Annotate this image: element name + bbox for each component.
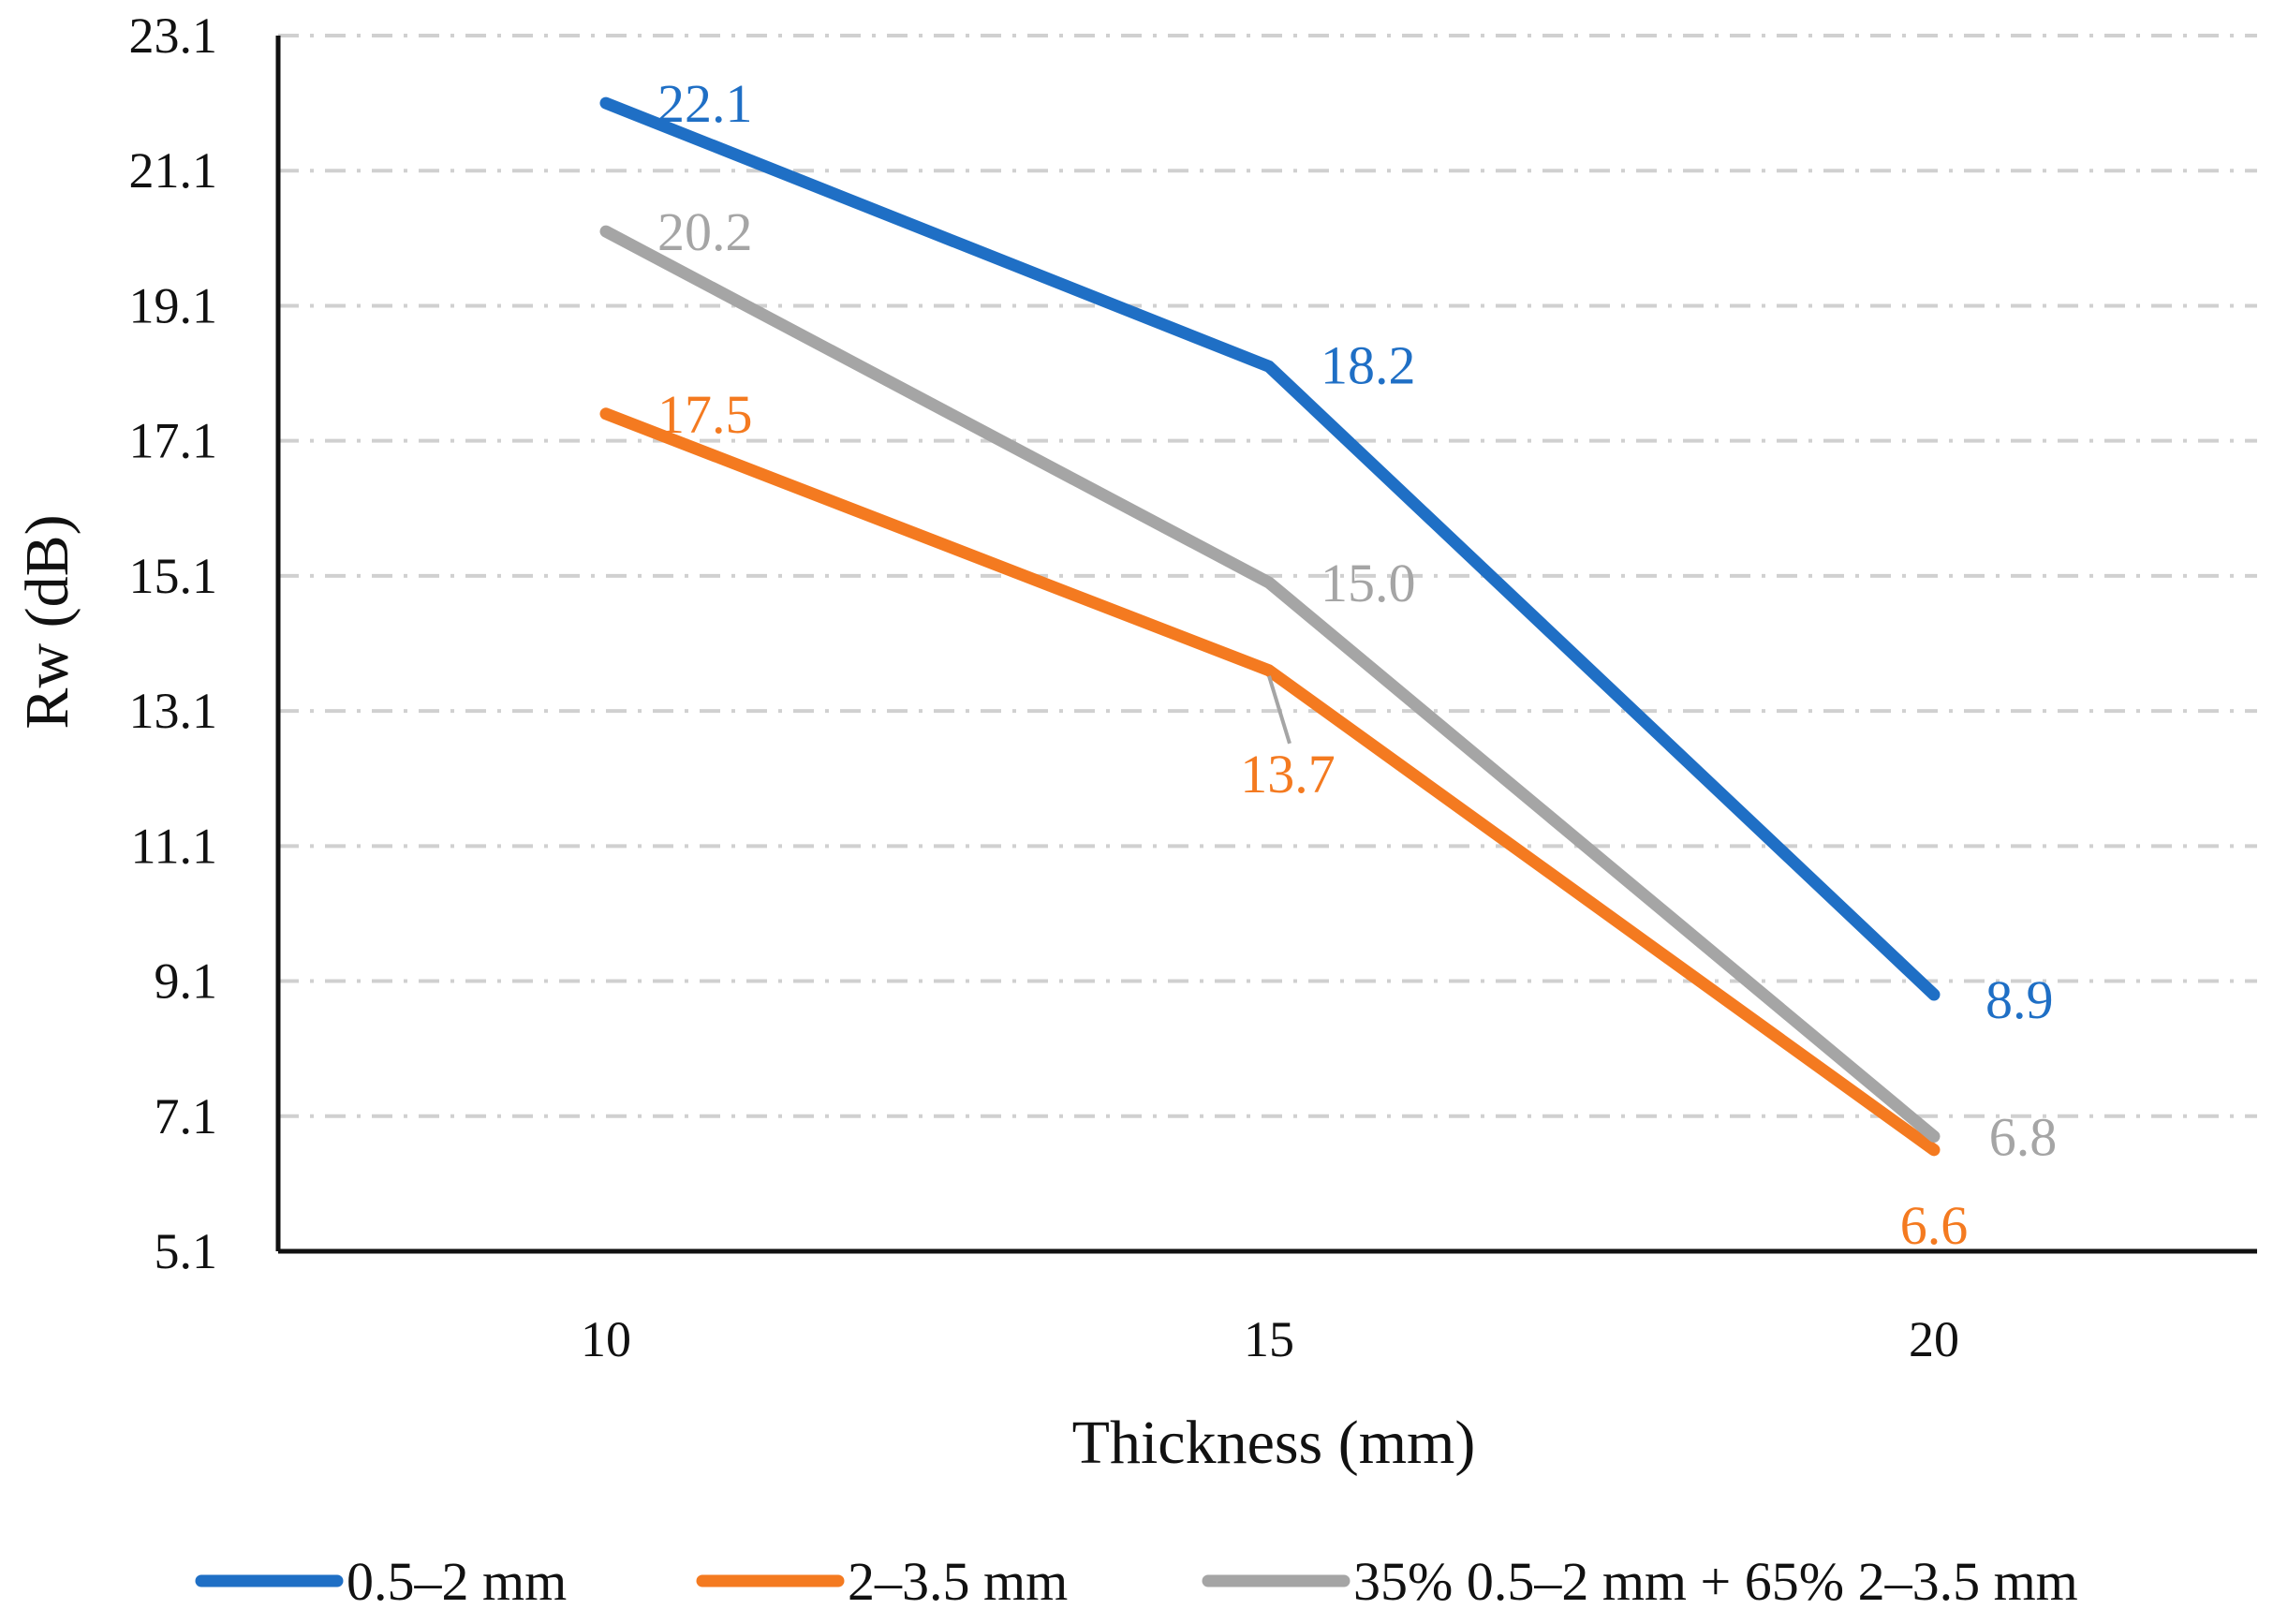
y-tick-label: 23.1 (129, 7, 218, 64)
series-lines (599, 96, 1941, 1157)
data-label: 13.7 (1240, 744, 1336, 805)
data-label: 6.8 (1989, 1106, 2058, 1167)
y-tick-label: 9.1 (155, 953, 218, 1010)
x-tick-label: 10 (581, 1311, 631, 1367)
series-line (599, 225, 1941, 1143)
data-labels: 22.1 18.2 8.9 17.5 13.7 6.6 20.2 15.0 6.8 (657, 73, 2057, 1256)
data-label: 17.5 (657, 384, 753, 445)
x-tick-label: 20 (1909, 1311, 1959, 1367)
data-label: 15.0 (1321, 553, 1416, 613)
axes (275, 36, 2257, 1254)
x-tick-labels: 10 15 20 (581, 1311, 1959, 1367)
y-tick-label: 5.1 (155, 1223, 218, 1279)
y-tick-label: 21.1 (129, 142, 218, 199)
label-leader-lines (1267, 675, 1291, 745)
leader-line (1267, 675, 1291, 745)
x-axis-title: Thickness (mm) (1072, 1409, 1476, 1477)
legend-label: 0.5–2 mm (347, 1551, 567, 1612)
y-tick-label: 17.1 (129, 413, 218, 469)
y-tick-label: 11.1 (131, 818, 218, 874)
legend: 0.5–2 mm 2–3.5 mm 35% 0.5–2 mm + 65% 2–3.5… (195, 1551, 2078, 1612)
data-label: 18.2 (1321, 334, 1416, 395)
data-label: 8.9 (1985, 969, 2054, 1030)
y-tick-label: 15.1 (129, 548, 218, 604)
y-tick-label: 13.1 (129, 683, 218, 739)
y-axis-title: Rw (dB) (13, 514, 81, 729)
y-tick-label: 19.1 (129, 277, 218, 333)
data-label: 22.1 (657, 73, 753, 134)
legend-label: 2–3.5 mm (848, 1551, 1068, 1612)
y-tick-labels: 5.1 7.1 9.1 11.1 13.1 15.1 17.1 19.1 21.1 23.1 (129, 7, 218, 1279)
series-line (599, 407, 1941, 1157)
legend-label: 35% 0.5–2 mm + 65% 2–3.5 mm (1353, 1551, 2078, 1612)
data-label: 6.6 (1900, 1195, 1969, 1256)
data-label: 20.2 (657, 201, 753, 262)
series-line (599, 96, 1941, 1001)
x-tick-label: 15 (1244, 1311, 1294, 1367)
y-tick-label: 7.1 (155, 1088, 218, 1144)
